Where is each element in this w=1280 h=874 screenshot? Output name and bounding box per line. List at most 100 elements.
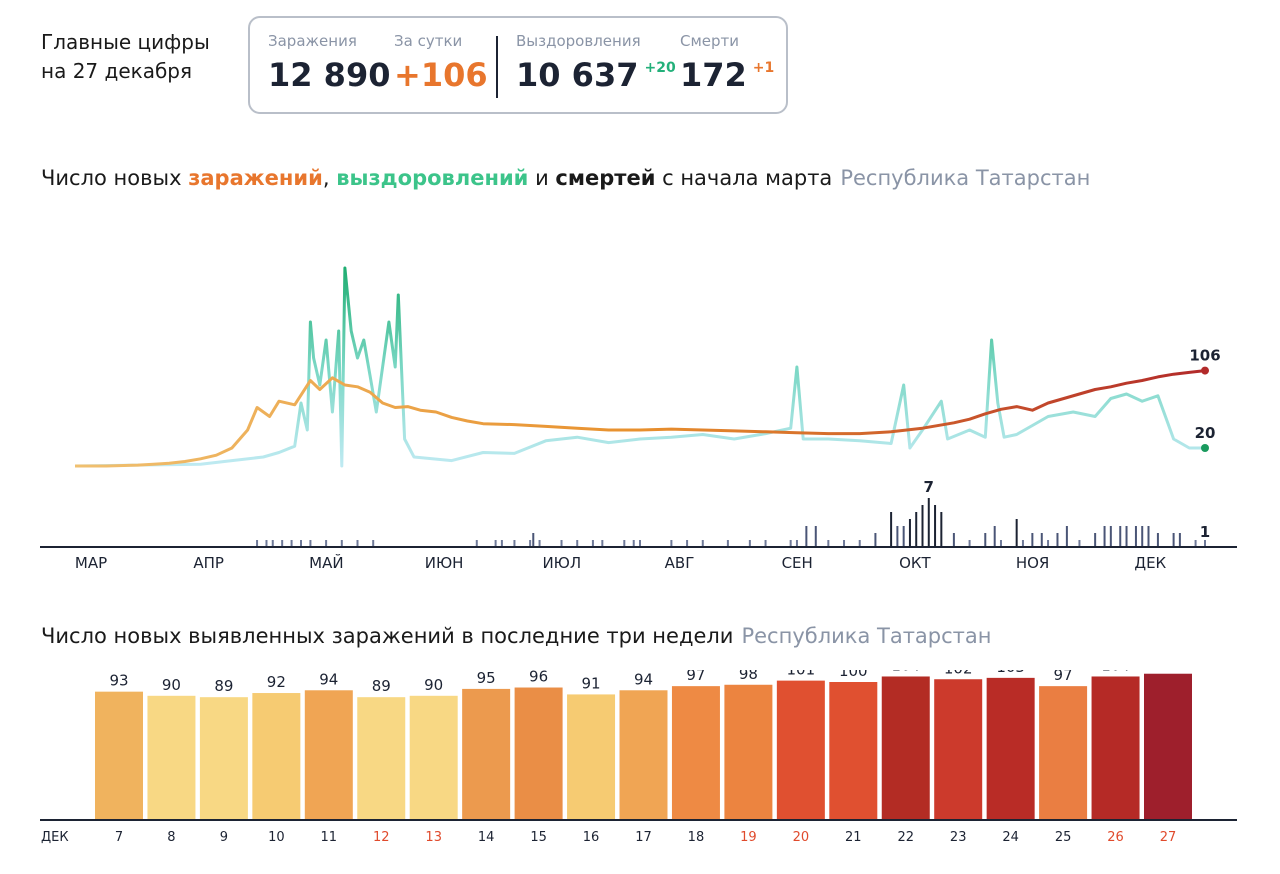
deaths-bar [632,540,635,547]
recoveries-line [74,266,1205,468]
deaths-bar [1147,526,1150,547]
deaths-last-label: 1 [1200,523,1210,541]
bar-value-label: 97 [686,670,705,684]
bar [934,679,983,820]
stat-deaths-delta: +1 [752,60,775,76]
deaths-peak-label: 7 [924,478,934,496]
section1-infections-word: заражений [188,166,323,190]
deaths-bar [858,540,861,547]
stat-deaths-value: 172 [680,56,747,94]
deaths-bar [265,540,268,547]
deaths-bar [1103,526,1106,547]
deaths-bar [843,540,846,547]
bar [147,695,196,820]
deaths-bar [701,540,704,547]
deaths-bar [475,540,478,547]
bar-value-label: 96 [529,670,548,686]
deaths-bar [1141,526,1144,547]
infections-line [75,369,1206,468]
header-title-line1: Главные цифры [41,30,210,54]
bar-value-label: 98 [739,670,758,683]
deaths-bar [670,540,673,547]
deaths-bar [984,533,987,547]
deaths-bar [591,540,594,547]
recoveries-end-point [1201,444,1209,452]
section1-region: Республика Татарстан [840,166,1091,190]
bar-month-label: ДЕК [41,830,69,845]
bar-value-label: 103 [996,670,1025,676]
deaths-bar [940,512,943,547]
section1-title: Число новых заражений, выздоровлений и с… [41,166,1090,190]
section1-prefix: Число новых [41,166,189,190]
month-label: ИЮЛ [542,554,581,572]
deaths-bar [726,540,729,547]
bar [357,697,406,820]
deaths-bar [513,540,516,547]
bar-category-label: 7 [115,830,123,845]
infections-end-point [1201,366,1209,375]
stat-recoveries-value-row: 10 637 +20 [516,56,676,94]
bar-chart: 93 7 90 8 89 9 92 10 94 11 89 12 90 13 95 14 96 15 91 16 94 1… [40,670,1237,845]
deaths-bar [623,540,626,547]
bar [1039,686,1088,820]
bar-category-label: 17 [635,830,652,845]
bar-value-label: 89 [372,677,391,695]
bar-category-label: 10 [268,830,285,845]
bar-value-label: 104 [1101,670,1130,674]
deaths-bar [1119,526,1122,547]
bar [986,677,1035,820]
deaths-bar [1134,526,1137,547]
bar-value-label: 92 [267,673,286,691]
deaths-bar [1194,540,1197,547]
stat-deaths-label: Смерти [680,32,740,50]
bar-category-label: 23 [950,830,967,845]
stat-deaths-value-row: 172 +1 [680,56,774,94]
deaths-bar [921,505,924,547]
section2-region: Республика Татарстан [741,624,992,648]
deaths-bar [1094,533,1097,547]
deaths-bar [890,512,893,547]
deaths-bar [325,540,328,547]
deaths-bar [372,540,375,547]
deaths-bar [952,533,955,547]
deaths-bar [814,526,817,547]
deaths-bar [748,540,751,547]
bar [462,688,511,820]
recoveries-end-label: 20 [1195,424,1216,442]
deaths-bar [874,533,877,547]
section1-suffix: с начала марта [655,166,833,190]
stat-daily-label: За сутки [394,32,463,50]
deaths-bar [356,540,359,547]
bar-value-label: 106 [1154,670,1183,672]
deaths-bar [576,540,579,547]
bar-value-label: 100 [839,670,868,680]
infections-end-label: 106 [1189,347,1220,365]
bar [881,676,930,820]
stat-recoveries-value: 10 637 [516,56,639,94]
bar-category-label: 12 [373,830,390,845]
bar-category-label: 20 [793,830,810,845]
bar-value-label: 89 [214,677,233,695]
bar-category-label: 24 [1002,830,1019,845]
deaths-bar [1178,533,1181,547]
bar [304,690,353,820]
bar-category-label: 13 [425,830,442,845]
bar [252,693,301,820]
stats-divider [496,36,498,98]
deaths-bar [1031,533,1034,547]
deaths-bar [639,540,641,547]
deaths-bar [256,540,259,547]
line-chart-layer: 106 20 7 1 МАР АПР МАЙ ИЮН ИЮЛ АВГ СЕН ОКТ НОЯ ДЕК [40,266,1237,572]
month-label: МАР [75,554,107,572]
deaths-bar [309,540,312,547]
bar [724,684,773,820]
stat-recoveries-delta: +20 [644,60,676,76]
bar-category-label: 26 [1107,830,1124,845]
stats-panel: Заражения 12 890 За сутки +106 Выздоровл… [248,16,788,114]
bar-category-label: 9 [220,830,228,845]
stat-daily-value: +106 [394,56,488,94]
bar-value-label: 93 [109,672,128,690]
deaths-bar [1156,533,1159,547]
deaths-bar [1125,526,1128,547]
deaths-bar [1015,519,1018,547]
